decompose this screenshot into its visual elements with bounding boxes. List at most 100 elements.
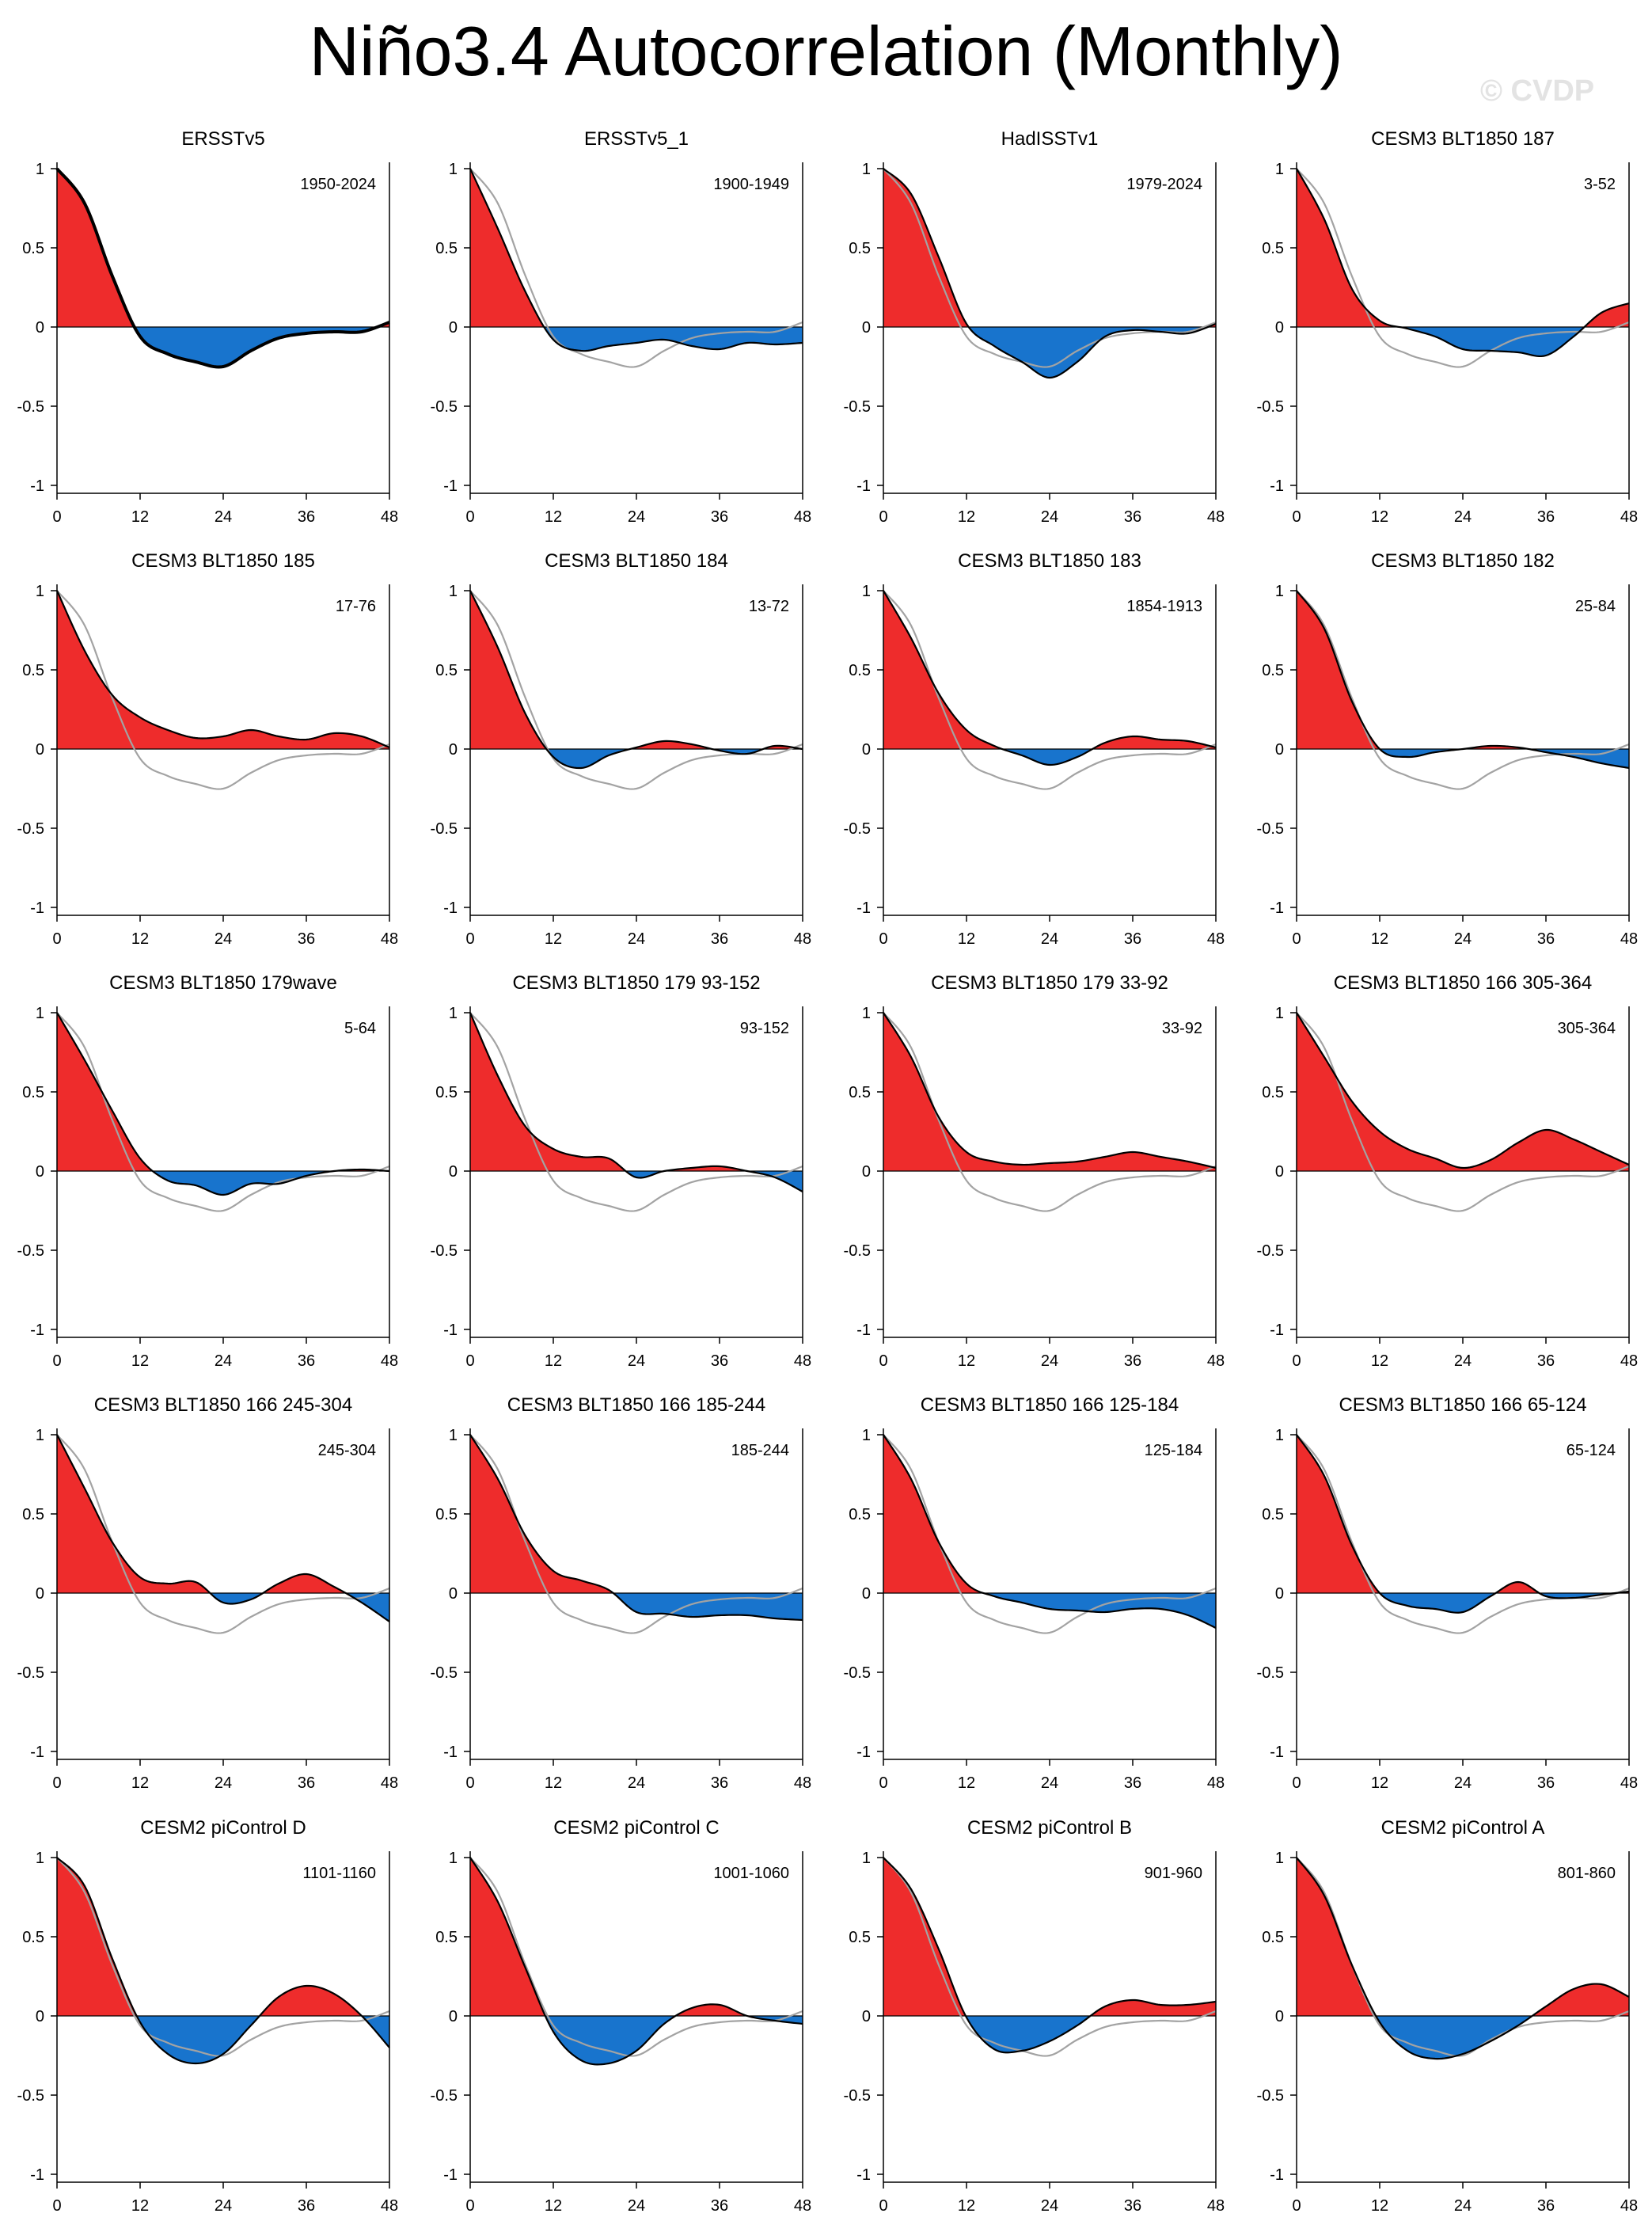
y-tick-label: 1 xyxy=(449,1850,458,1867)
y-tick-label: -1 xyxy=(30,477,44,495)
y-tick-label: 1 xyxy=(862,1427,871,1444)
negative-area xyxy=(57,1593,389,1622)
y-tick-label: -0.5 xyxy=(17,820,44,838)
period-label: 65-124 xyxy=(1567,1442,1616,1459)
x-tick-label: 0 xyxy=(879,508,887,526)
panel-title: CESM3 BLT1850 185 xyxy=(131,550,315,572)
x-tick-label: 36 xyxy=(1124,508,1141,526)
x-tick-label: 12 xyxy=(1371,2197,1388,2215)
y-tick-label: 0 xyxy=(862,1163,871,1181)
x-tick-label: 12 xyxy=(545,1774,562,1792)
y-tick-label: 0 xyxy=(36,319,44,337)
y-tick-label: 1 xyxy=(36,583,44,600)
y-tick-label: -1 xyxy=(443,899,458,917)
period-label: 3-52 xyxy=(1584,176,1616,193)
positive-area xyxy=(470,1858,803,2016)
panel-title: CESM3 BLT1850 179 93-152 xyxy=(512,972,760,994)
x-tick-label: 0 xyxy=(1292,1774,1301,1792)
x-tick-label: 12 xyxy=(131,508,149,526)
y-tick-label: -1 xyxy=(443,1744,458,1761)
x-tick-label: 12 xyxy=(545,2197,562,2215)
x-tick-label: 12 xyxy=(1371,1352,1388,1370)
period-label: 1950-2024 xyxy=(300,176,376,193)
x-tick-label: 0 xyxy=(879,930,887,948)
negative-area xyxy=(57,327,389,367)
x-tick-label: 48 xyxy=(1620,1352,1638,1370)
period-label: 17-76 xyxy=(336,598,376,615)
autocorrelation-line xyxy=(883,1012,1217,1169)
y-tick-label: 1 xyxy=(862,583,871,600)
period-label: 25-84 xyxy=(1575,598,1616,615)
x-tick-label: 36 xyxy=(298,1774,315,1792)
y-tick-label: -0.5 xyxy=(844,2087,871,2105)
negative-area xyxy=(883,749,1216,765)
period-label: 1854-1913 xyxy=(1126,598,1202,615)
y-tick-label: 0.5 xyxy=(849,240,871,257)
autocorrelation-line xyxy=(469,1857,803,2066)
x-tick-label: 24 xyxy=(628,2197,645,2215)
chart-panel: ERSSTv5 1950-2024 1 0.5 0 -0.5 -1 0 12 24 36 48 xyxy=(17,128,399,526)
positive-area xyxy=(57,1013,389,1171)
y-tick-label: -0.5 xyxy=(17,2087,44,2105)
y-tick-label: -1 xyxy=(30,899,44,917)
x-tick-label: 48 xyxy=(1207,930,1225,948)
period-label: 245-304 xyxy=(318,1442,376,1459)
y-tick-label: 0.5 xyxy=(849,1929,871,1946)
y-tick-label: 0.5 xyxy=(849,1506,871,1523)
chart-panel: CESM3 BLT1850 179wave 5-64 1 0.5 0 -0.5 -1 0 12 2… xyxy=(17,972,399,1370)
autocorrelation-line xyxy=(883,1434,1217,1629)
x-tick-label: 24 xyxy=(1041,508,1058,526)
x-tick-label: 36 xyxy=(1537,1352,1555,1370)
x-tick-label: 24 xyxy=(1041,2197,1058,2215)
y-tick-label: -0.5 xyxy=(431,398,458,416)
negative-area xyxy=(883,1593,1216,1628)
reference-line xyxy=(469,1857,803,2057)
x-tick-label: 0 xyxy=(1292,1352,1301,1370)
x-tick-label: 12 xyxy=(131,930,149,948)
y-tick-label: 0.5 xyxy=(435,1506,458,1523)
chart-panel: CESM2 piControl B 901-960 1 0.5 0 -0.5 -1 0 12 24… xyxy=(844,1817,1225,2215)
x-tick-label: 36 xyxy=(1537,930,1555,948)
y-tick-label: 0.5 xyxy=(1262,1929,1284,1946)
x-tick-label: 36 xyxy=(298,1352,315,1370)
x-tick-label: 0 xyxy=(52,1352,61,1370)
x-tick-label: 24 xyxy=(628,1774,645,1792)
y-tick-label: -1 xyxy=(443,1322,458,1339)
y-tick-label: 0 xyxy=(36,2008,44,2025)
y-tick-label: 0.5 xyxy=(22,662,44,679)
y-tick-label: -1 xyxy=(1270,1744,1284,1761)
period-label: 1101-1160 xyxy=(302,1865,376,1882)
y-tick-label: 0 xyxy=(862,319,871,337)
y-tick-label: -0.5 xyxy=(1257,2087,1284,2105)
page-title: Niño3.4 Autocorrelation (Monthly) xyxy=(309,12,1343,90)
reference-line xyxy=(883,1012,1217,1212)
y-tick-label: 0.5 xyxy=(1262,662,1284,679)
x-tick-label: 36 xyxy=(711,508,728,526)
y-tick-label: 1 xyxy=(1275,1427,1284,1444)
x-tick-label: 0 xyxy=(465,1352,474,1370)
x-tick-label: 24 xyxy=(1454,1774,1472,1792)
x-tick-label: 36 xyxy=(1537,1774,1555,1792)
period-label: 305-364 xyxy=(1558,1020,1616,1037)
y-tick-label: 1 xyxy=(862,1005,871,1022)
x-tick-label: 24 xyxy=(215,508,232,526)
y-tick-label: 0.5 xyxy=(435,1929,458,1946)
x-tick-label: 36 xyxy=(1124,2197,1141,2215)
panel-title: HadISSTv1 xyxy=(1001,128,1099,150)
x-tick-label: 12 xyxy=(545,930,562,948)
x-tick-label: 12 xyxy=(545,508,562,526)
period-label: 1001-1060 xyxy=(713,1865,789,1882)
y-tick-label: 0 xyxy=(862,2008,871,2025)
x-tick-label: 12 xyxy=(958,508,975,526)
panel-title: CESM3 BLT1850 166 65-124 xyxy=(1339,1394,1586,1416)
y-tick-label: -1 xyxy=(1270,899,1284,917)
y-tick-label: 0 xyxy=(449,1585,458,1603)
panel-title: CESM2 piControl B xyxy=(967,1817,1132,1839)
x-tick-label: 48 xyxy=(381,508,398,526)
period-label: 125-184 xyxy=(1145,1442,1202,1459)
x-tick-label: 0 xyxy=(465,508,474,526)
y-tick-label: 0 xyxy=(36,741,44,759)
reference-line xyxy=(883,1857,1217,2057)
x-tick-label: 12 xyxy=(545,1352,562,1370)
